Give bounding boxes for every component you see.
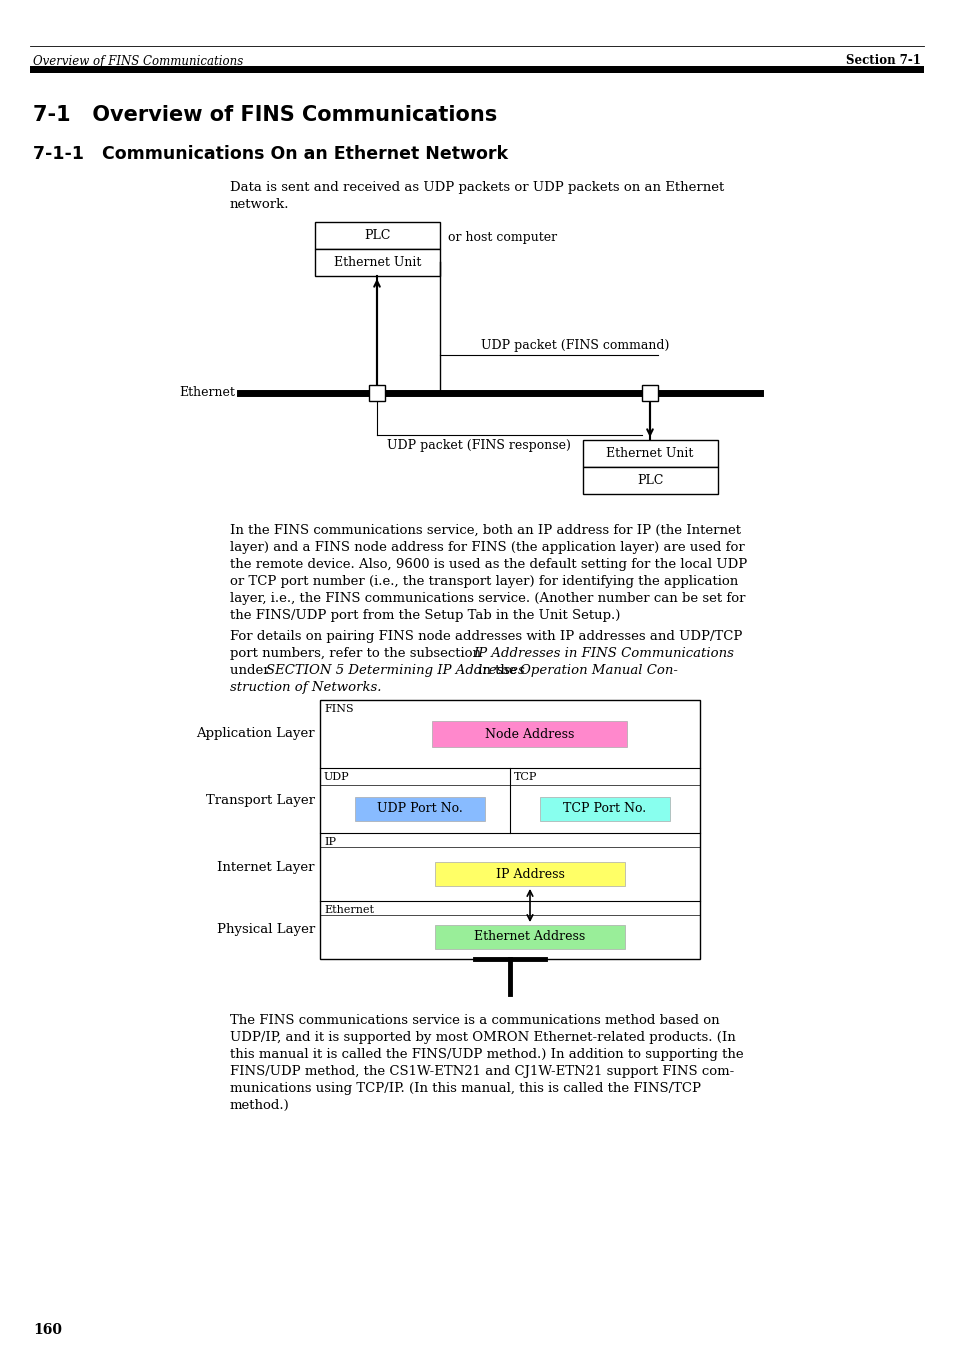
Text: struction of Networks.: struction of Networks. — [230, 681, 381, 694]
Text: Section 7-1: Section 7-1 — [845, 54, 920, 68]
Text: Ethernet Address: Ethernet Address — [474, 931, 585, 943]
Text: For details on pairing FINS node addresses with IP addresses and UDP/TCP: For details on pairing FINS node address… — [230, 630, 741, 643]
Text: PLC: PLC — [364, 230, 391, 242]
Text: Overview of FINS Communications: Overview of FINS Communications — [33, 54, 243, 68]
Text: the FINS/UDP port from the Setup Tab in the Unit Setup.): the FINS/UDP port from the Setup Tab in … — [230, 609, 619, 621]
Bar — [314, 222, 439, 249]
Bar — [582, 440, 718, 467]
Bar — [435, 925, 624, 948]
Text: Physical Layer: Physical Layer — [216, 924, 314, 936]
Text: this manual it is called the FINS/UDP method.) In addition to supporting the: this manual it is called the FINS/UDP me… — [230, 1048, 742, 1061]
Text: FINS: FINS — [324, 704, 354, 713]
Text: Ethernet: Ethernet — [324, 905, 374, 915]
Text: UDP/IP, and it is supported by most OMRON Ethernet-related products. (In: UDP/IP, and it is supported by most OMRO… — [230, 1031, 735, 1044]
Text: IP Address: IP Address — [495, 867, 564, 881]
Text: UDP Port No.: UDP Port No. — [376, 802, 462, 816]
Text: munications using TCP/IP. (In this manual, this is called the FINS/TCP: munications using TCP/IP. (In this manua… — [230, 1082, 700, 1096]
Text: port numbers, refer to the subsection: port numbers, refer to the subsection — [230, 647, 485, 661]
Text: FINS/UDP method, the CS1W-ETN21 and CJ1W-ETN21 support FINS com-: FINS/UDP method, the CS1W-ETN21 and CJ1W… — [230, 1065, 734, 1078]
Text: PLC: PLC — [637, 474, 662, 486]
Text: in the: in the — [474, 663, 520, 677]
Text: the remote device. Also, 9600 is used as the default setting for the local UDP: the remote device. Also, 9600 is used as… — [230, 558, 746, 571]
Bar — [369, 385, 385, 401]
Text: IP Addresses in FINS Communications: IP Addresses in FINS Communications — [473, 647, 733, 661]
Text: UDP: UDP — [324, 771, 349, 782]
Text: In the FINS communications service, both an IP address for IP (the Internet: In the FINS communications service, both… — [230, 524, 740, 536]
Text: TCP Port No.: TCP Port No. — [563, 802, 646, 816]
Text: 160: 160 — [33, 1323, 62, 1337]
Text: Ethernet Unit: Ethernet Unit — [606, 447, 693, 459]
Text: under: under — [230, 663, 274, 677]
Text: Operation Manual Con-: Operation Manual Con- — [519, 663, 678, 677]
Text: UDP packet (FINS response): UDP packet (FINS response) — [387, 439, 570, 453]
Text: layer, i.e., the FINS communications service. (Another number can be set for: layer, i.e., the FINS communications ser… — [230, 592, 744, 605]
Bar — [435, 862, 624, 886]
Text: Application Layer: Application Layer — [196, 727, 314, 740]
Text: UDP packet (FINS command): UDP packet (FINS command) — [480, 339, 668, 353]
Bar — [641, 385, 658, 401]
Bar — [355, 797, 484, 821]
Text: Node Address: Node Address — [484, 727, 574, 740]
Text: 7-1-1   Communications On an Ethernet Network: 7-1-1 Communications On an Ethernet Netw… — [33, 145, 507, 163]
Text: The FINS communications service is a communications method based on: The FINS communications service is a com… — [230, 1015, 719, 1027]
Text: Ethernet Unit: Ethernet Unit — [334, 255, 420, 269]
Text: IP: IP — [324, 838, 335, 847]
Bar — [319, 700, 700, 959]
Text: Data is sent and received as UDP packets or UDP packets on an Ethernet: Data is sent and received as UDP packets… — [230, 181, 723, 195]
Bar — [30, 66, 923, 73]
Text: network.: network. — [230, 199, 289, 211]
Text: or host computer: or host computer — [448, 231, 557, 245]
Text: Ethernet: Ethernet — [179, 386, 234, 400]
Bar — [582, 467, 718, 494]
Text: layer) and a FINS node address for FINS (the application layer) are used for: layer) and a FINS node address for FINS … — [230, 540, 744, 554]
Bar — [314, 249, 439, 276]
Text: TCP: TCP — [514, 771, 537, 782]
Text: SECTION 5 Determining IP Addresses: SECTION 5 Determining IP Addresses — [266, 663, 524, 677]
Bar — [432, 721, 626, 747]
Bar — [539, 797, 669, 821]
Text: 7-1   Overview of FINS Communications: 7-1 Overview of FINS Communications — [33, 105, 497, 126]
Text: or TCP port number (i.e., the transport layer) for identifying the application: or TCP port number (i.e., the transport … — [230, 576, 738, 588]
Text: Internet Layer: Internet Layer — [217, 861, 314, 874]
Text: Transport Layer: Transport Layer — [206, 794, 314, 807]
Text: method.): method.) — [230, 1098, 290, 1112]
